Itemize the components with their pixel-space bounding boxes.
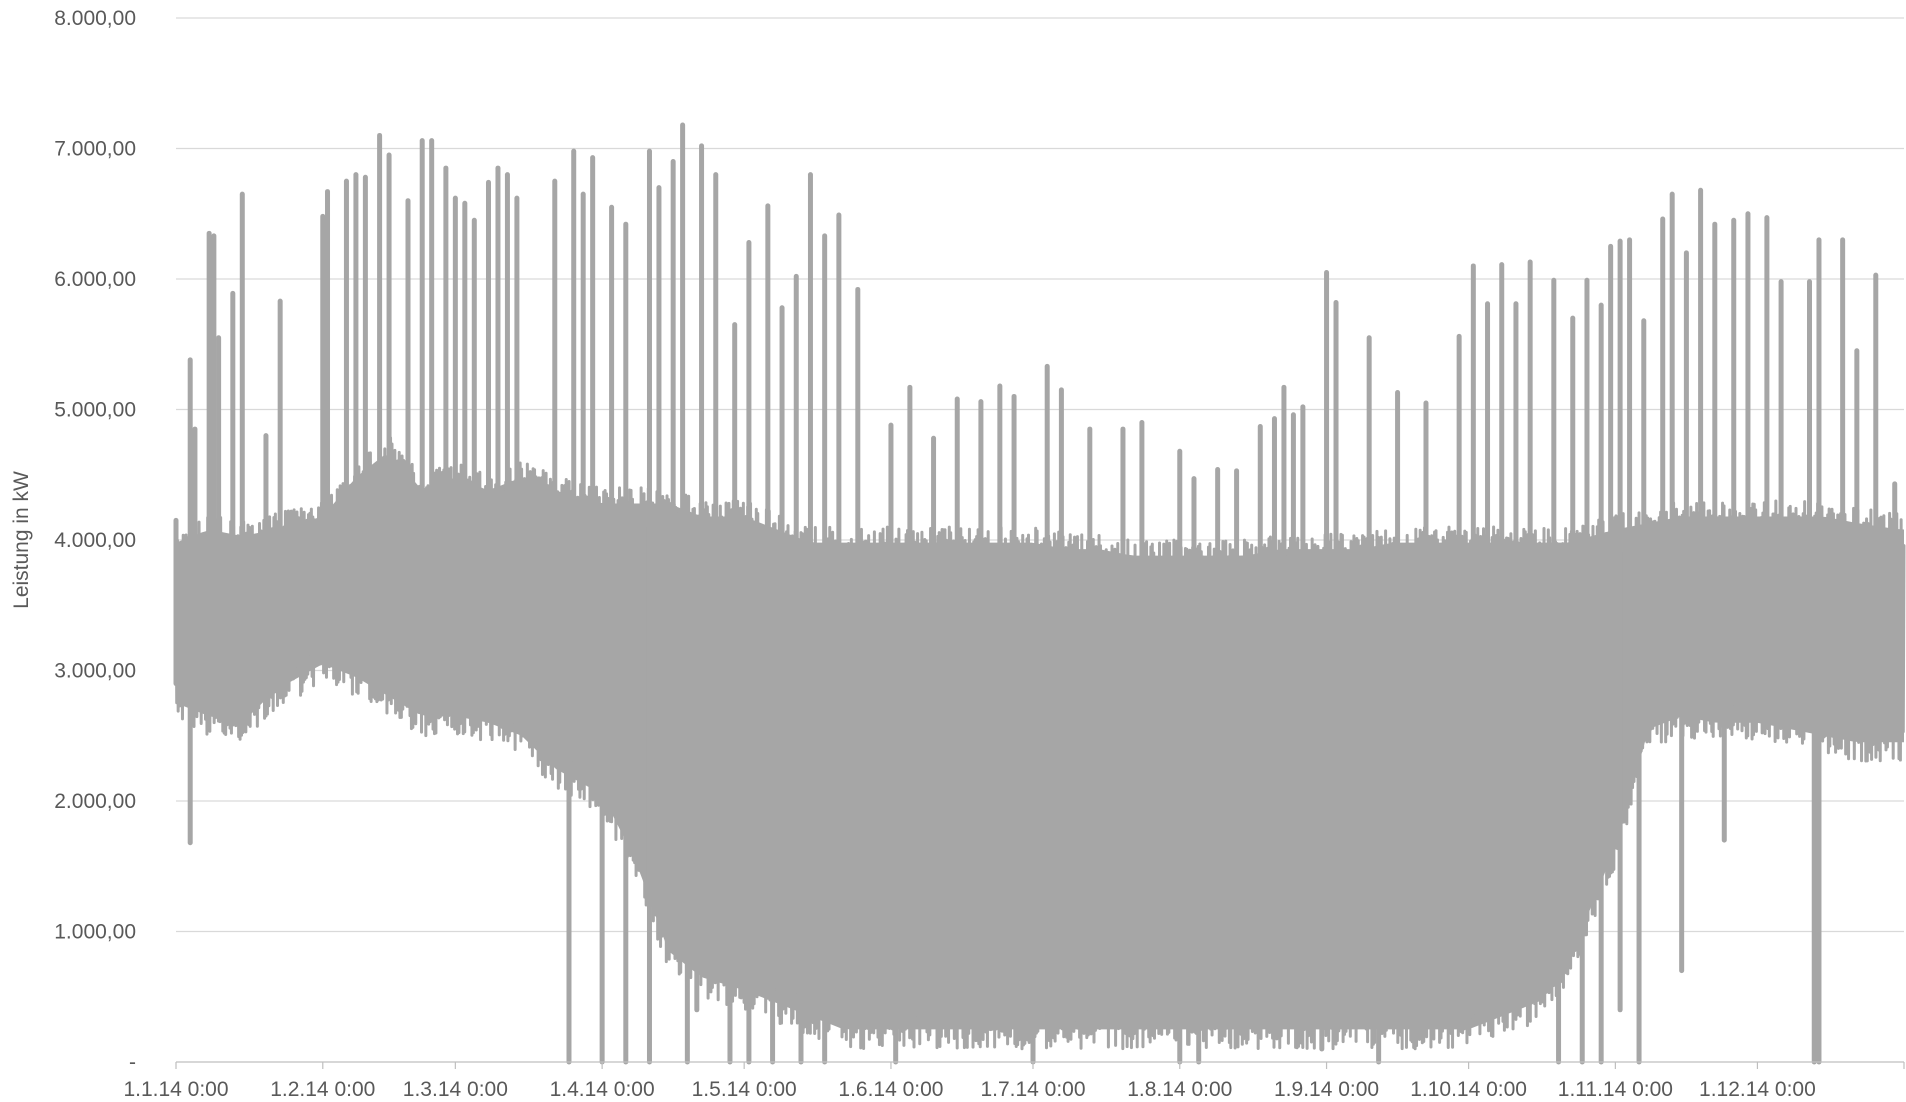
x-tick-label: 1.5.14 0:00 — [692, 1078, 797, 1101]
y-tick-label: 2.000,00 — [54, 790, 136, 813]
y-tick-label: 4.000,00 — [54, 529, 136, 552]
y-tick-label: 6.000,00 — [54, 268, 136, 291]
x-tick-label: 1.4.14 0:00 — [550, 1078, 655, 1101]
x-axis-tick-labels: 1.1.14 0:00 1.2.14 0:00 1.3.14 0:00 1.4.14 … — [123, 1078, 1815, 1101]
x-tick-label: 1.8.14 0:00 — [1127, 1078, 1232, 1101]
y-tick-label: 8.000,00 — [54, 7, 136, 30]
x-tick-label: 1.9.14 0:00 — [1274, 1078, 1379, 1101]
x-tick-label: 1.1.14 0:00 — [123, 1078, 228, 1101]
power-series — [176, 125, 1904, 1062]
y-axis-title: Leistung in kW — [10, 471, 33, 609]
x-tick-label: 1.3.14 0:00 — [403, 1078, 508, 1101]
x-tick-label: 1.7.14 0:00 — [980, 1078, 1085, 1101]
x-tick-label: 1.6.14 0:00 — [838, 1078, 943, 1101]
x-tick-label: 1.12.14 0:00 — [1699, 1078, 1816, 1101]
y-axis-tick-labels: - 1.000,00 2.000,00 3.000,00 4.000,00 5.000,0… — [54, 7, 136, 1074]
x-tick-label: 1.2.14 0:00 — [270, 1078, 375, 1101]
x-axis — [176, 1062, 1904, 1069]
y-tick-label: 1.000,00 — [54, 921, 136, 944]
y-tick-label: 7.000,00 — [54, 138, 136, 161]
x-tick-label: 1.11.14 0:00 — [1558, 1078, 1673, 1101]
y-tick-label: 3.000,00 — [54, 660, 136, 683]
x-tick-label: 1.10.14 0:00 — [1410, 1078, 1527, 1101]
y-tick-label: 5.000,00 — [54, 399, 136, 422]
y-tick-label: - — [129, 1051, 136, 1074]
